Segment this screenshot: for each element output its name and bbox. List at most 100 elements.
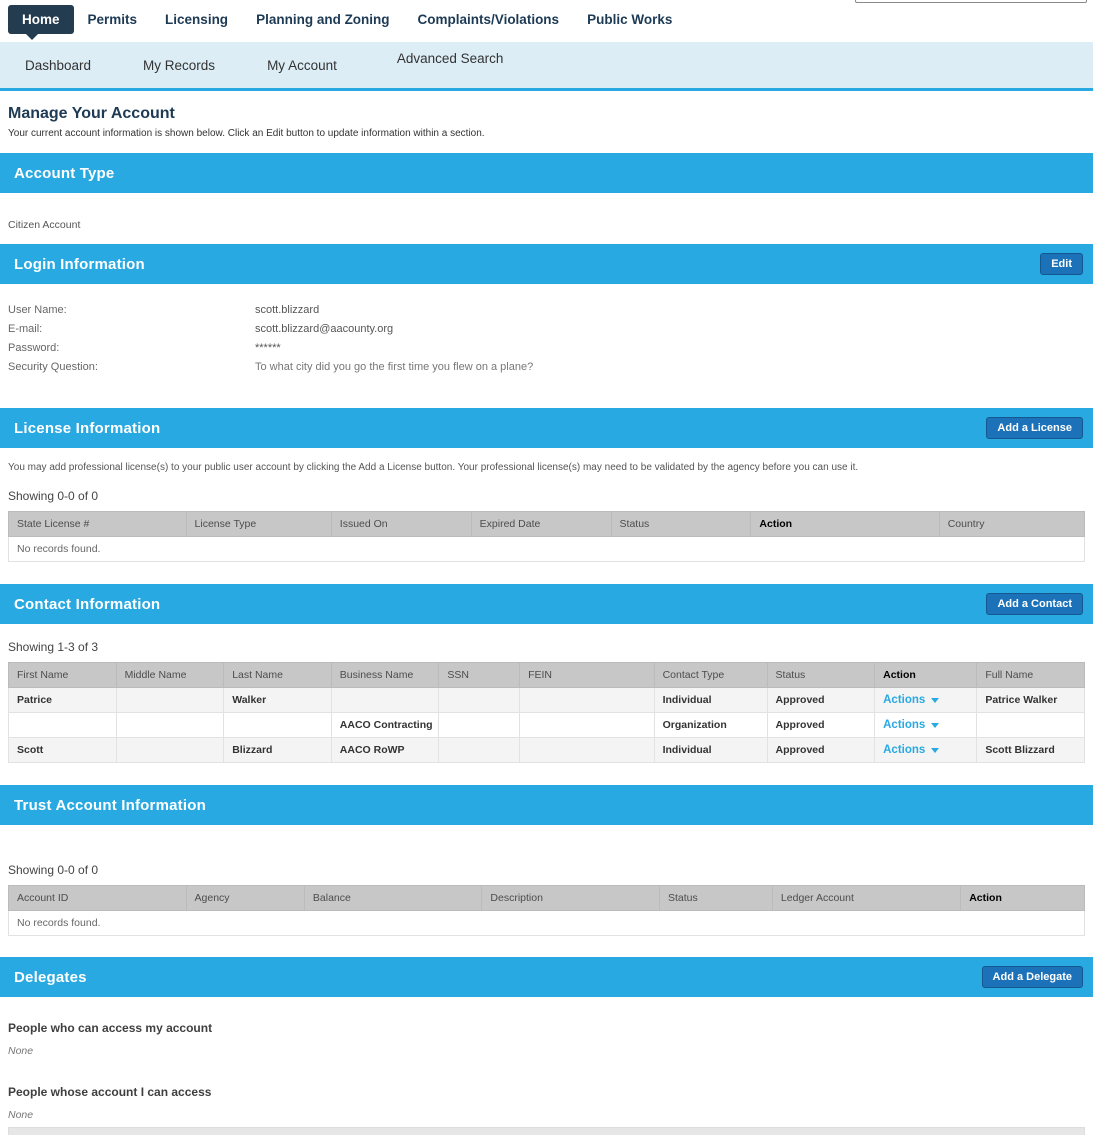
cutoff-table-header-strip [8,1127,1085,1135]
col-action: Action [960,885,1085,911]
page-title: Manage Your Account [8,105,175,122]
delegates-access-my-account: People who can access my account None [8,1021,1085,1057]
license-description: You may add professional license(s) to y… [8,462,859,473]
cell-business-name: AACO Contracting [330,712,440,738]
license-showing-count: Showing 0-0 of 0 [8,489,99,503]
password-value: ****** [255,342,281,354]
contact-row-patrice-walker: Patrice Walker Individual Approved Actio… [8,687,1085,713]
tab-permits[interactable]: Permits [87,12,138,27]
cell-action: Actions [874,737,978,763]
cell-last-name [223,712,332,738]
cell-fein [519,737,655,763]
trust-table: Account ID Agency Balance Description St… [8,885,1085,936]
trust-empty-row: No records found. [8,910,1085,936]
contact-row-scott-blizzard: Scott Blizzard AACO RoWP Individual Appr… [8,737,1085,763]
delegates-body: People who can access my account None Pe… [0,997,1093,1121]
col-action: Action [750,511,940,537]
cell-middle-name [115,737,225,763]
actions-label: Actions [883,694,926,706]
cell-fein [519,712,655,738]
contact-table-header-row: First Name Middle Name Last Name Busines… [8,662,1085,688]
tab-public-works[interactable]: Public Works [587,12,673,27]
col-country: Country [938,511,1086,537]
actions-dropdown[interactable]: Actions [883,719,940,731]
contact-showing-count: Showing 1-3 of 3 [8,640,99,654]
license-information-title: License Information [14,419,161,437]
actions-dropdown[interactable]: Actions [883,694,940,706]
subnav-my-records[interactable]: My Records [143,57,216,73]
col-description: Description [481,885,660,911]
delegates-group-title: People who can access my account [8,1021,213,1035]
contact-information-title: Contact Information [14,595,161,613]
contact-row-aaco-contracting: AACO Contracting Organization Approved A… [8,712,1085,738]
security-question-value: To what city did you go the first time y… [255,361,534,373]
delegates-group-title: People whose account I can access [8,1085,212,1099]
add-a-contact-button[interactable]: Add a Contact [986,593,1083,615]
cell-full-name: Patrice Walker [976,687,1085,713]
trust-table-header-row: Account ID Agency Balance Description St… [8,885,1085,911]
top-nav-list: Home Permits Licensing Planning and Zoni… [0,5,1093,40]
col-fein: FEIN [519,662,655,688]
col-ssn: SSN [438,662,521,688]
cell-action: Actions [874,712,978,738]
field-password: Password: ****** [8,342,1085,354]
subnav-dashboard[interactable]: Dashboard [25,57,92,73]
chevron-down-icon [931,722,940,728]
col-agency: Agency [185,885,305,911]
delegates-group-value: None [8,1045,34,1057]
cell-middle-name [115,687,225,713]
actions-dropdown[interactable]: Actions [883,744,940,756]
active-tab-caret-icon [26,34,38,40]
chevron-down-icon [931,697,940,703]
tab-complaints-violations[interactable]: Complaints/Violations [417,12,560,27]
add-a-delegate-button[interactable]: Add a Delegate [981,966,1083,988]
security-question-label: Security Question: [8,361,98,373]
section-header-account-type: Account Type [0,153,1093,193]
page-subtitle: Your current account information is show… [8,128,485,139]
chevron-down-icon [931,747,940,753]
col-status: Status [766,662,876,688]
add-a-license-button[interactable]: Add a License [986,417,1083,439]
delegates-i-can-access: People whose account I can access None [8,1085,1085,1121]
cell-full-name: Scott Blizzard [976,737,1085,763]
tab-planning-zoning[interactable]: Planning and Zoning [256,12,390,27]
account-type-value: Citizen Account [8,219,81,231]
contact-table: First Name Middle Name Last Name Busines… [8,662,1085,763]
account-type-title: Account Type [14,164,115,182]
trust-account-information-title: Trust Account Information [14,796,206,814]
edit-button[interactable]: Edit [1040,253,1083,275]
col-business-name: Business Name [330,662,440,688]
subnav-advanced-search[interactable]: Advanced Search [396,50,504,66]
delegates-group-value: None [8,1109,34,1121]
tab-home[interactable]: Home [8,5,74,40]
license-table-header-row: State License # License Type Issued On E… [8,511,1086,537]
field-user-name: User Name: scott.blizzard [8,304,1085,316]
col-contact-type: Contact Type [653,662,768,688]
cell-full-name [976,712,1085,738]
cell-fein [519,687,655,713]
global-search-input[interactable] [855,0,1087,3]
col-middle-name: Middle Name [115,662,225,688]
login-information-title: Login Information [14,255,145,273]
cell-status: Approved [766,712,876,738]
tab-home-label: Home [22,12,60,27]
cell-business-name [330,687,440,713]
section-header-contact-information: Contact Information Add a Contact [0,584,1093,624]
cell-contact-type: Organization [653,712,768,738]
tab-licensing[interactable]: Licensing [165,12,229,27]
user-name-label: User Name: [8,304,67,316]
col-balance: Balance [303,885,483,911]
cell-last-name: Blizzard [223,737,332,763]
section-header-delegates: Delegates Add a Delegate [0,957,1093,997]
cell-business-name: AACO RoWP [330,737,440,763]
subnav-my-account[interactable]: My Account [267,57,337,73]
actions-label: Actions [883,744,926,756]
license-no-records: No records found. [8,536,1085,562]
col-ledger-account: Ledger Account [771,885,962,911]
page-header: Manage Your Account Your current account… [0,91,1093,139]
cell-contact-type: Individual [653,687,768,713]
user-name-value: scott.blizzard [255,304,320,316]
trust-showing-count: Showing 0-0 of 0 [8,863,99,877]
col-status: Status [610,511,752,537]
cell-action: Actions [874,687,978,713]
